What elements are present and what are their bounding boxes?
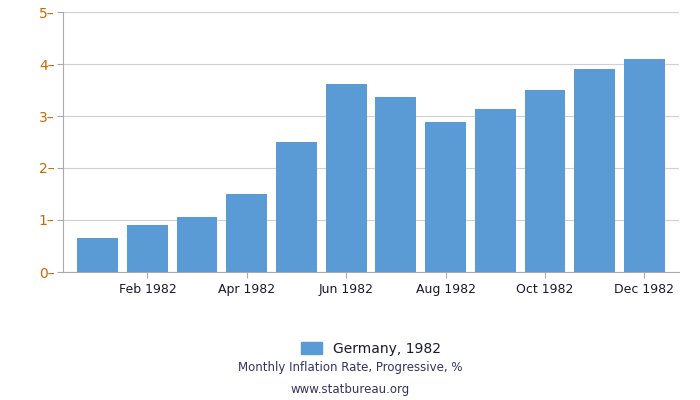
Bar [624,59,664,272]
Legend: Germany, 1982: Germany, 1982 [295,336,447,361]
Bar [375,97,416,272]
Bar [425,122,466,272]
Bar [127,225,168,272]
Bar [326,84,367,272]
Text: Monthly Inflation Rate, Progressive, %: Monthly Inflation Rate, Progressive, % [238,362,462,374]
Bar [475,109,516,272]
Bar [574,69,615,272]
Bar [226,194,267,272]
Bar [177,217,218,272]
Text: www.statbureau.org: www.statbureau.org [290,384,410,396]
Bar [524,90,565,272]
Bar [276,142,317,272]
Bar [78,238,118,272]
